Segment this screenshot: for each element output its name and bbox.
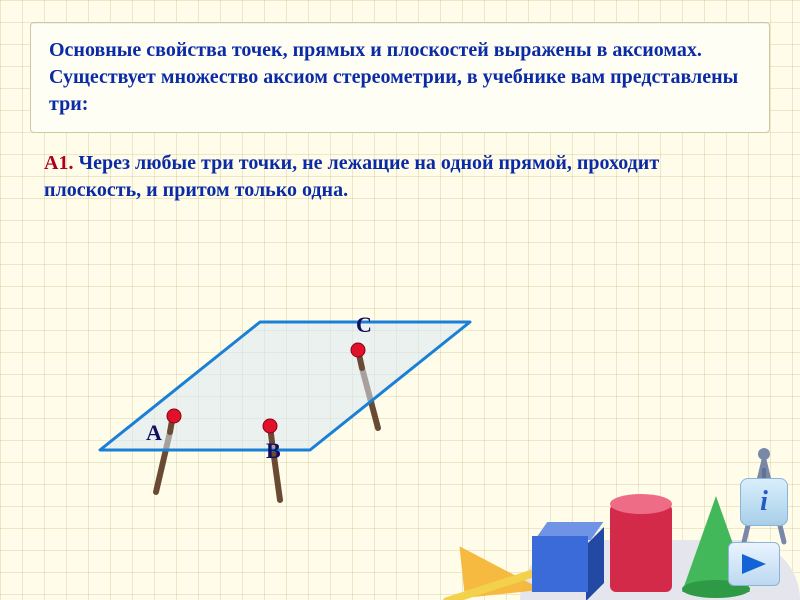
info-button[interactable]: i: [740, 478, 788, 526]
plane-diagram: A B C: [60, 260, 500, 520]
next-button[interactable]: [728, 542, 780, 586]
info-icon: i: [760, 486, 768, 518]
next-arrow-icon: [740, 552, 768, 576]
axiom-a1: А1. Через любые три точки, не лежащие на…: [44, 150, 756, 204]
slide: Основные свойства точек, прямых и плоско…: [0, 0, 800, 600]
intro-text: Основные свойства точек, прямых и плоско…: [49, 37, 751, 118]
axiom-text: Через любые три точки, не лежащие на одн…: [44, 152, 659, 201]
cube-icon: [532, 522, 602, 592]
axiom-label: А1.: [44, 152, 73, 174]
point-label-c: C: [356, 312, 372, 338]
point-label-a: A: [146, 420, 162, 446]
diagram-svg: [60, 260, 500, 520]
intro-panel: Основные свойства точек, прямых и плоско…: [30, 22, 770, 133]
point-label-b: B: [266, 438, 281, 464]
cylinder-icon: [610, 494, 672, 592]
